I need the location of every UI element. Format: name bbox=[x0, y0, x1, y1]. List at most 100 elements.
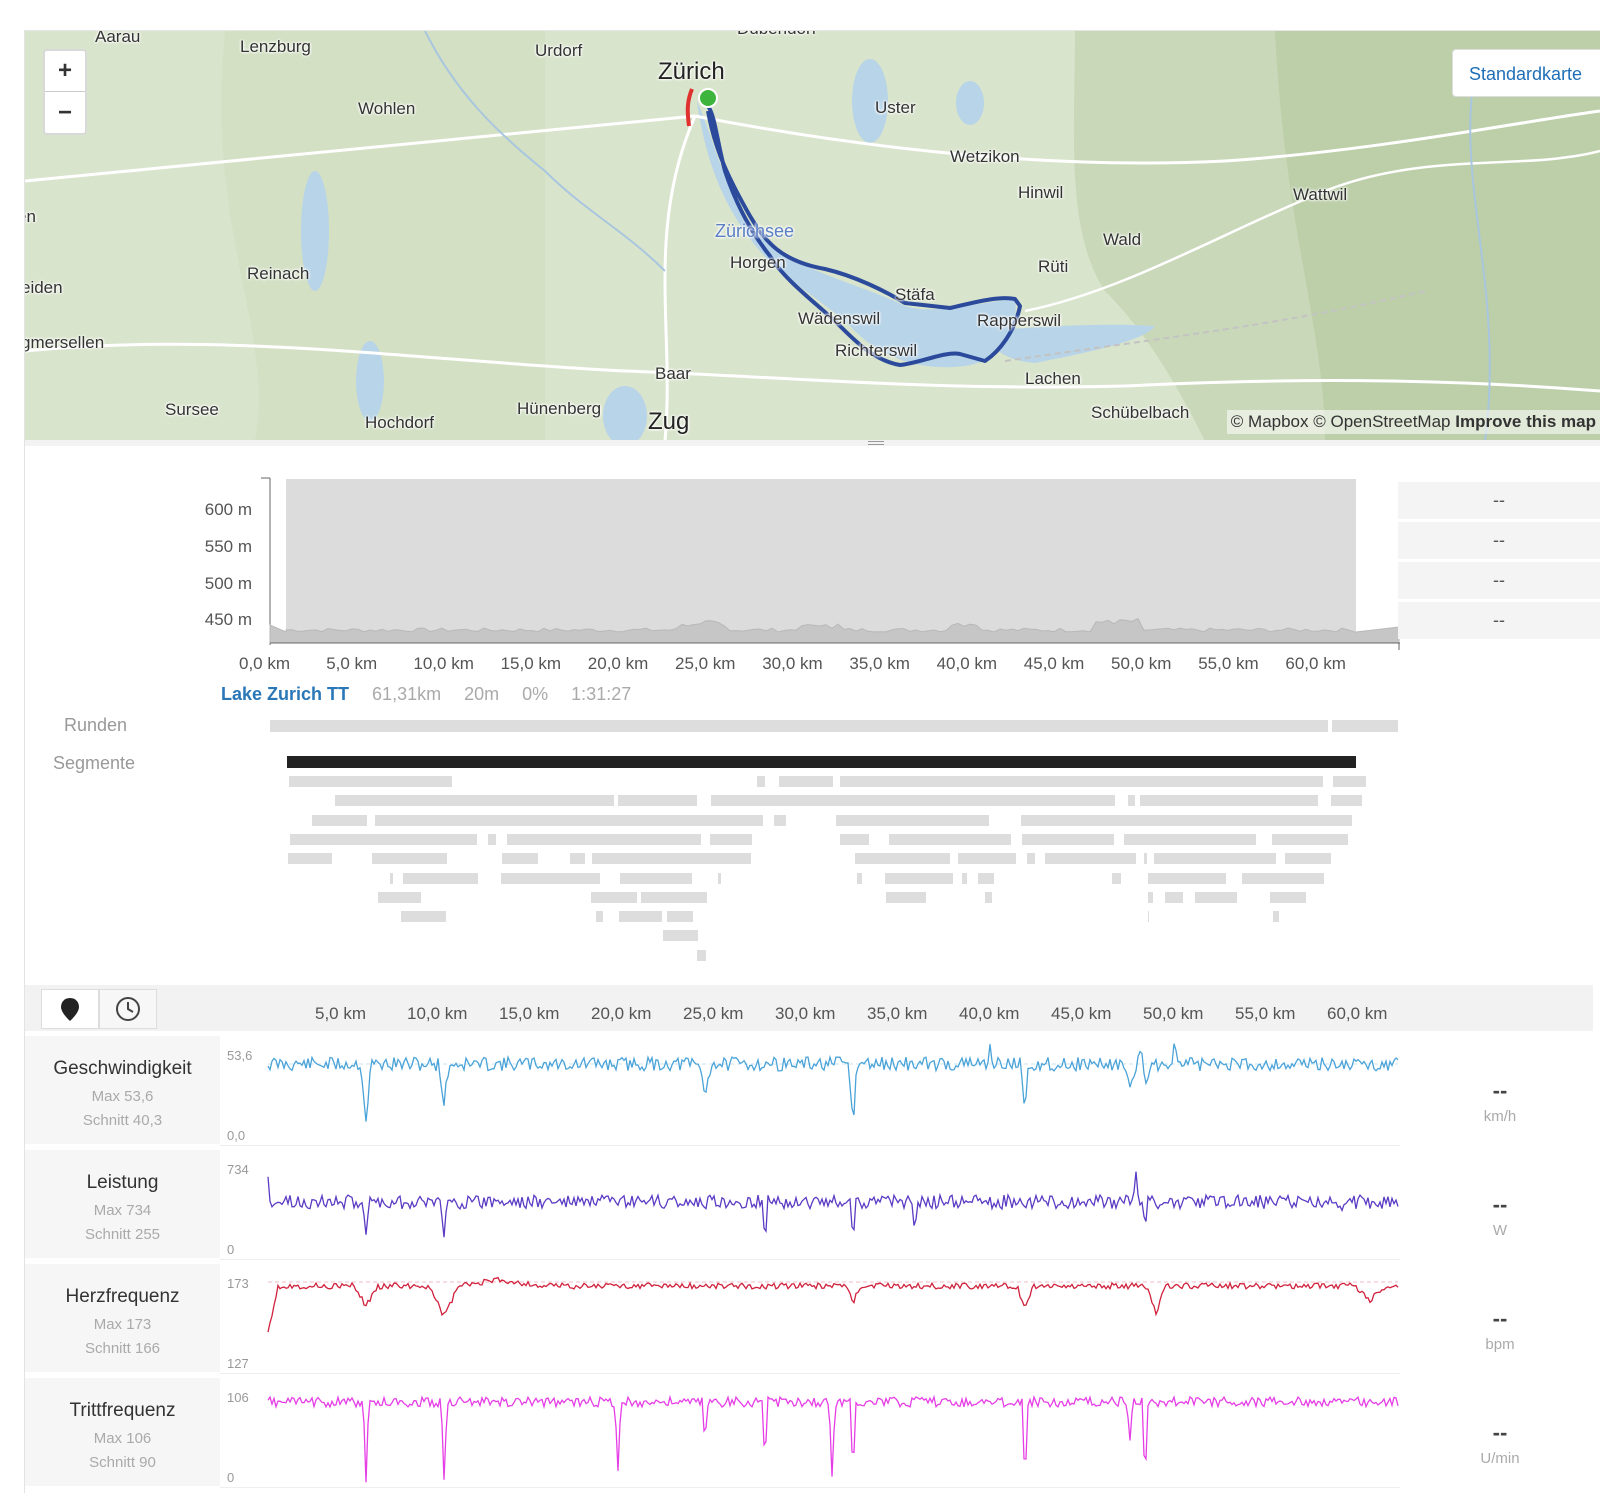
segment-bar[interactable] bbox=[779, 776, 833, 787]
segment-bar[interactable] bbox=[1140, 795, 1318, 807]
segment-bar[interactable] bbox=[375, 814, 763, 826]
segment-bar[interactable] bbox=[1128, 795, 1135, 807]
selected-segment-summary: Lake Zurich TT 61,31km 20m 0% 1:31:27 bbox=[221, 684, 631, 705]
segment-bar[interactable] bbox=[1144, 853, 1147, 865]
segment-bar[interactable] bbox=[618, 795, 697, 807]
segment-bar[interactable] bbox=[1270, 891, 1306, 903]
elevation-side-value: -- bbox=[1398, 481, 1600, 519]
segment-bar[interactable] bbox=[1112, 872, 1121, 884]
segment-bar[interactable] bbox=[663, 930, 698, 942]
segment-bar[interactable] bbox=[1124, 833, 1256, 845]
cadence-stream-plot[interactable]: 106 0 bbox=[220, 1378, 1400, 1488]
speed-stream-plot[interactable]: 53,6 0,0 bbox=[220, 1036, 1400, 1146]
segment-bar[interactable] bbox=[390, 872, 393, 884]
lap-bar[interactable] bbox=[1332, 720, 1398, 732]
segment-bar[interactable] bbox=[401, 911, 446, 923]
segment-bar[interactable] bbox=[836, 814, 989, 826]
segment-bar[interactable] bbox=[1148, 891, 1153, 903]
segment-bar[interactable] bbox=[697, 949, 706, 961]
map-type-button[interactable]: Standardkarte bbox=[1452, 49, 1600, 97]
segment-bar[interactable] bbox=[857, 872, 862, 884]
segment-bar[interactable] bbox=[958, 853, 1016, 865]
segment-bar[interactable] bbox=[372, 853, 447, 865]
segment-bar[interactable] bbox=[312, 814, 367, 826]
segment-bar[interactable] bbox=[962, 872, 967, 884]
lap-bar[interactable] bbox=[270, 720, 1328, 732]
segment-bar[interactable] bbox=[1027, 853, 1035, 865]
segment-bar[interactable] bbox=[1333, 776, 1366, 787]
x-tick: 50,0 km bbox=[1111, 654, 1172, 673]
segment-bar[interactable] bbox=[889, 833, 1011, 845]
attribution-text[interactable]: © Mapbox © OpenStreetMap bbox=[1230, 412, 1451, 431]
place-reinach: Reinach bbox=[247, 264, 310, 283]
segment-bar[interactable] bbox=[488, 833, 496, 845]
segment-bar[interactable] bbox=[667, 911, 693, 923]
improve-map-link[interactable]: Improve this map bbox=[1455, 412, 1596, 431]
segment-bar[interactable] bbox=[1195, 891, 1237, 903]
segment-bar[interactable] bbox=[592, 853, 751, 865]
segment-bar[interactable] bbox=[886, 891, 926, 903]
segment-bar[interactable] bbox=[710, 833, 752, 845]
y-tick: 600 m bbox=[204, 500, 252, 519]
segment-bar[interactable] bbox=[507, 833, 701, 845]
segment-bar[interactable] bbox=[290, 833, 477, 845]
segment-bar[interactable] bbox=[1154, 853, 1276, 865]
zoom-in-button[interactable]: + bbox=[45, 51, 85, 92]
segment-bar[interactable] bbox=[840, 776, 1323, 787]
segment-bar[interactable] bbox=[335, 795, 614, 807]
segment-bar[interactable] bbox=[501, 872, 600, 884]
segment-bar[interactable] bbox=[1242, 872, 1324, 884]
segment-bar[interactable] bbox=[1273, 911, 1279, 923]
segment-elevation: 20m bbox=[464, 684, 500, 704]
segment-bar[interactable] bbox=[596, 911, 603, 923]
streams-header bbox=[25, 985, 1593, 1031]
segment-bar[interactable] bbox=[288, 853, 332, 865]
segment-bar[interactable] bbox=[774, 814, 786, 826]
segment-bar[interactable] bbox=[718, 872, 721, 884]
segment-bar-selected[interactable] bbox=[287, 756, 1356, 768]
power-title: Leistung bbox=[86, 1172, 159, 1193]
segment-bar[interactable] bbox=[641, 891, 707, 903]
place-hochdorf: Hochdorf bbox=[365, 413, 434, 432]
segment-bar[interactable] bbox=[840, 833, 869, 845]
power-stream-label: Leistung Max 734 Schnitt 255 bbox=[25, 1150, 220, 1260]
segment-bar[interactable] bbox=[570, 853, 585, 865]
segment-bar[interactable] bbox=[1285, 853, 1331, 865]
segment-bar[interactable] bbox=[757, 776, 765, 787]
segment-bar[interactable] bbox=[502, 853, 538, 865]
segment-name[interactable]: Lake Zurich TT bbox=[221, 684, 350, 704]
segment-bar[interactable] bbox=[1272, 833, 1348, 845]
place-lachen: Lachen bbox=[1025, 369, 1081, 388]
heartrate-value: -- bbox=[1492, 1306, 1508, 1331]
y-tick: 450 m bbox=[204, 610, 252, 629]
segment-bar[interactable] bbox=[985, 891, 992, 903]
segment-bar[interactable] bbox=[1331, 795, 1362, 807]
zoom-out-button[interactable]: − bbox=[57, 98, 72, 126]
segment-bar[interactable] bbox=[403, 872, 478, 884]
segment-bar[interactable] bbox=[620, 872, 692, 884]
segment-bar[interactable] bbox=[978, 872, 994, 884]
segment-bar[interactable] bbox=[855, 853, 950, 865]
cadence-ymax: 106 bbox=[227, 1390, 249, 1405]
resize-handle[interactable] bbox=[25, 440, 1600, 446]
heartrate-stream-plot[interactable]: 173 127 bbox=[220, 1264, 1400, 1374]
cadence-line bbox=[267, 1394, 1399, 1483]
route-map[interactable]: Aarau Lenzburg Urdorf Zürich Dübendorf W… bbox=[25, 30, 1600, 440]
segment-bar[interactable] bbox=[1148, 872, 1226, 884]
x-tick: 15,0 km bbox=[499, 1004, 560, 1023]
segment-bar[interactable] bbox=[1165, 891, 1183, 903]
heartrate-line bbox=[267, 1276, 1399, 1333]
segment-bar[interactable] bbox=[1021, 814, 1352, 826]
segment-bar[interactable] bbox=[1045, 853, 1136, 865]
segment-bar[interactable] bbox=[378, 891, 421, 903]
segment-bar[interactable] bbox=[591, 891, 637, 903]
segment-bar[interactable] bbox=[885, 872, 953, 884]
segment-bar[interactable] bbox=[619, 911, 662, 923]
segment-bar[interactable] bbox=[711, 795, 1115, 807]
segment-bar[interactable] bbox=[1022, 833, 1114, 845]
time-tab[interactable] bbox=[99, 989, 157, 1029]
segment-bar[interactable] bbox=[289, 776, 452, 787]
distance-tab[interactable] bbox=[41, 989, 99, 1029]
segment-bar[interactable] bbox=[1148, 911, 1149, 923]
power-stream-plot[interactable]: 734 0 bbox=[220, 1150, 1400, 1260]
